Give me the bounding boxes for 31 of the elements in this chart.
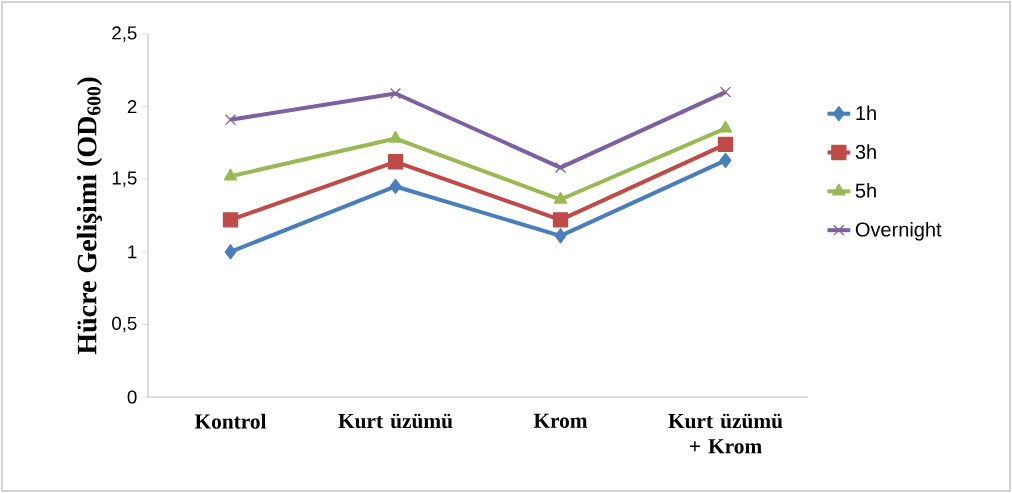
x-tick-label: Krom	[533, 413, 588, 428]
legend-label: 1h	[856, 105, 876, 120]
point	[222, 212, 239, 228]
point	[389, 178, 402, 195]
x-tick-label: Kontrol	[194, 413, 267, 429]
x-tick-label: Kurt üzümü + Krom	[668, 413, 783, 454]
point	[554, 228, 567, 244]
point	[224, 244, 237, 260]
point	[389, 87, 402, 100]
x-tick-label: Kurt üzümü	[338, 413, 453, 429]
y-axis-title: Hücre Gelişimi (OD$_{600}$)	[76, 77, 103, 355]
legend-label: 3h	[855, 144, 876, 159]
point	[223, 168, 238, 181]
point	[553, 191, 568, 204]
point	[718, 120, 733, 133]
point	[388, 130, 403, 143]
point	[387, 154, 404, 170]
y-tick-label: 2,5	[112, 26, 137, 42]
y-tick-label: 1,5	[112, 171, 137, 187]
legend-label: Overnight	[855, 221, 942, 241]
point	[719, 86, 732, 98]
y-tick-label: 1	[128, 245, 137, 259]
legend-label: 5h	[855, 183, 876, 198]
point	[719, 152, 732, 168]
point	[224, 114, 237, 126]
y-tick-label: 0,5	[112, 316, 137, 333]
point	[552, 212, 569, 228]
point	[554, 161, 567, 174]
point	[717, 136, 734, 153]
y-tick-label: 0	[127, 390, 137, 404]
y-tick-label: 2	[127, 100, 137, 114]
